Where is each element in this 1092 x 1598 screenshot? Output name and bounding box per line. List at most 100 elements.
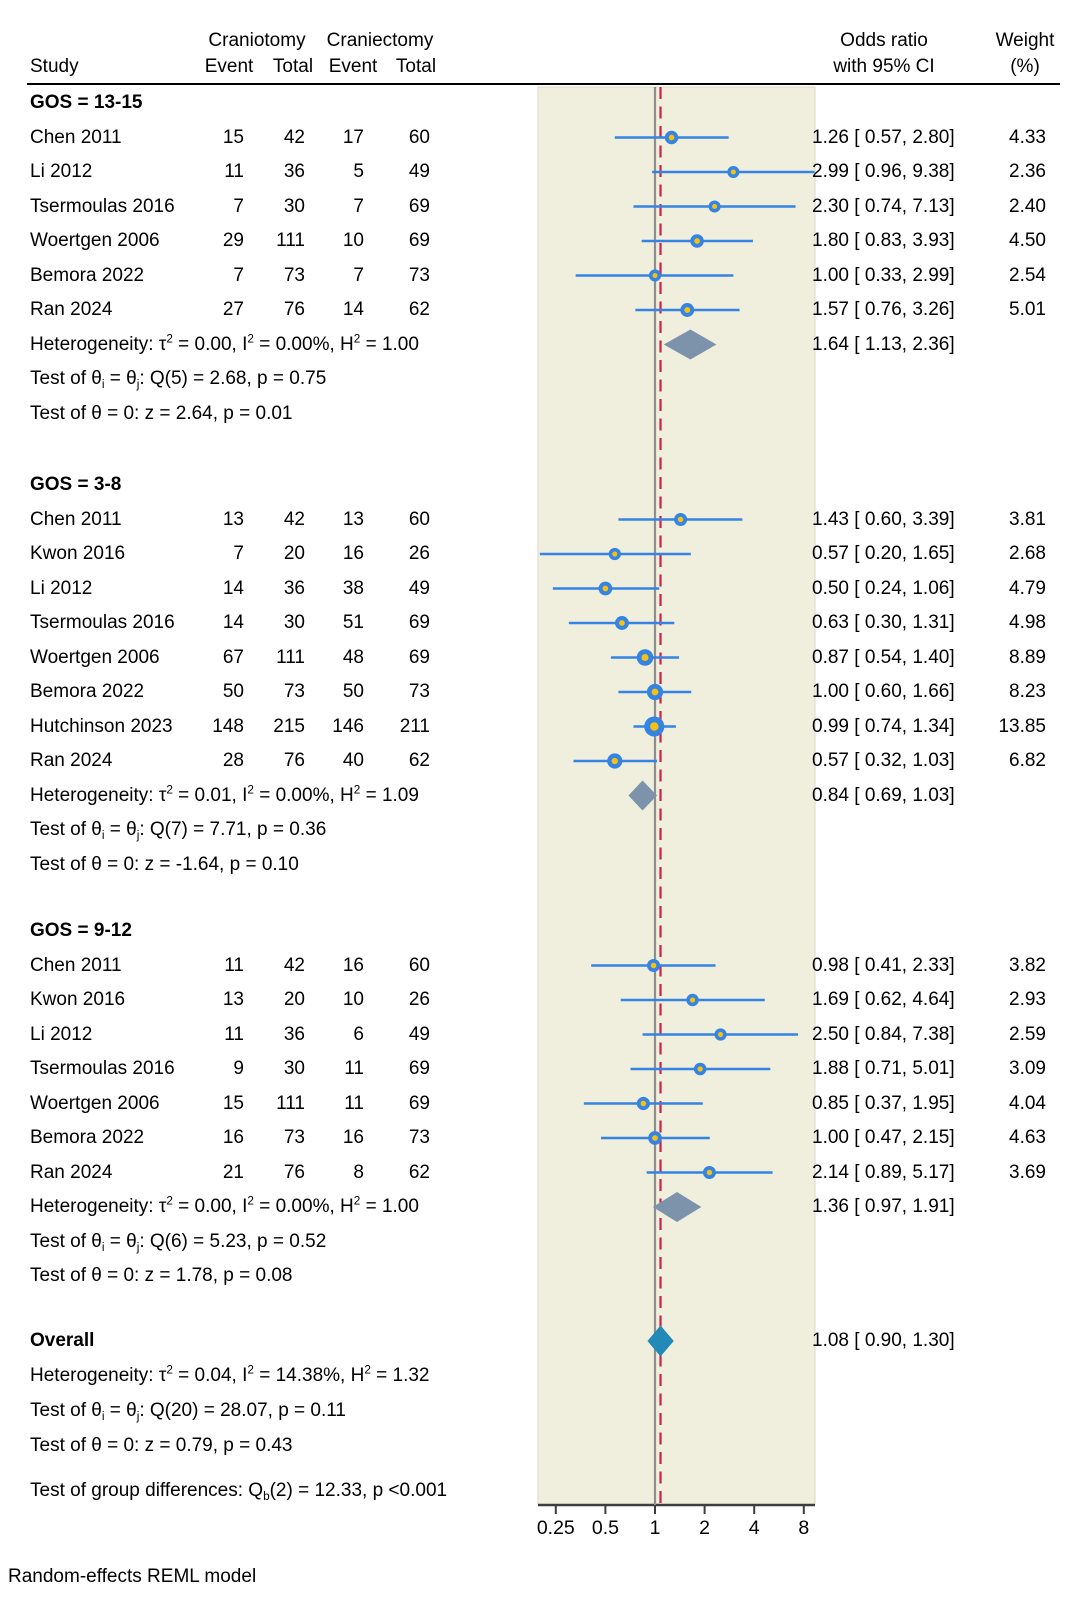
craniectomy-total-count: 49	[408, 577, 430, 599]
or-point-center	[650, 962, 657, 969]
weight-value: 4.63	[1009, 1127, 1046, 1148]
or-point-center	[652, 1135, 658, 1141]
craniectomy-event-count: 7	[353, 264, 364, 286]
or-ci-text: 1.69 [ 0.62, 4.64]	[812, 989, 955, 1010]
craniectomy-total-count: 69	[408, 612, 430, 633]
or-point-center	[612, 551, 618, 557]
craniotomy-total-count: 73	[283, 264, 305, 286]
craniectomy-total-count: 60	[408, 508, 430, 530]
weight-value: 4.33	[1009, 126, 1046, 148]
craniotomy-total-count: 42	[283, 954, 305, 976]
test-equality-text: Test of θi = θj: Q(6) = 5.23, p = 0.52	[30, 1230, 327, 1254]
craniectomy-column-header: Craniectomy	[326, 30, 434, 51]
weight-value: 2.54	[1009, 264, 1046, 286]
x-axis-tick-label: 0.25	[537, 1517, 575, 1539]
craniotomy-total-count: 36	[283, 577, 305, 599]
or-point-center	[712, 203, 718, 210]
or-ci-text: 1.43 [ 0.60, 3.39]	[812, 508, 955, 530]
or-ci-text: 1.08 [ 0.90, 1.30]	[812, 1330, 955, 1351]
craniotomy-event-count: 148	[212, 715, 244, 737]
odds-ratio-header-line1: Odds ratio	[840, 30, 928, 51]
or-ci-text: 0.98 [ 0.41, 2.33]	[812, 954, 955, 976]
study-label: Woertgen 2006	[30, 230, 160, 251]
heterogeneity-text: Heterogeneity: τ2 = 0.01, I2 = 0.00%, H2…	[30, 783, 419, 806]
weight-value: 4.04	[1009, 1092, 1046, 1114]
craniectomy-event-count: 38	[342, 577, 364, 599]
heterogeneity-text: Heterogeneity: τ2 = 0.04, I2 = 14.38%, H…	[30, 1363, 430, 1386]
or-ci-text: 1.00 [ 0.60, 1.66]	[812, 681, 955, 702]
group-label: GOS = 9-12	[30, 920, 132, 941]
weight-value: 5.01	[1009, 299, 1046, 320]
or-ci-text: 1.80 [ 0.83, 3.93]	[812, 230, 955, 251]
or-point-center	[602, 585, 609, 592]
craniotomy-event-count: 13	[222, 989, 244, 1010]
craniectomy-event-count: 11	[344, 1058, 364, 1079]
craniotomy-total-count: 111	[276, 230, 305, 251]
or-point-center	[689, 997, 696, 1003]
craniotomy-event-count: 11	[224, 954, 244, 976]
study-label: Ran 2024	[30, 1161, 113, 1183]
craniectomy-event-count: 14	[342, 299, 364, 320]
craniotomy-event-count: 67	[222, 646, 244, 668]
or-point-center	[652, 272, 658, 279]
craniectomy-event-count: 7	[353, 195, 364, 217]
craniotomy-total-count: 20	[283, 543, 305, 564]
subgroup-diamond	[663, 329, 717, 360]
or-ci-text: 0.87 [ 0.54, 1.40]	[812, 646, 955, 668]
or-point-center	[697, 1066, 703, 1072]
study-label: Chen 2011	[30, 126, 122, 148]
study-label: Woertgen 2006	[30, 646, 160, 668]
craniotomy-total-count: 20	[283, 989, 305, 1010]
craniotomy-total-count: 111	[276, 1092, 305, 1114]
craniotomy-total-count: 73	[283, 681, 305, 702]
craniotomy-total-count: 36	[283, 1023, 305, 1045]
craniotomy-total-count: 73	[283, 1127, 305, 1148]
plot-background	[537, 86, 816, 1506]
or-point-center	[718, 1031, 724, 1038]
weight-value: 4.79	[1009, 577, 1046, 599]
heterogeneity-text: Heterogeneity: τ2 = 0.00, I2 = 0.00%, H2…	[30, 332, 419, 355]
or-ci-text: 1.64 [ 1.13, 2.36]	[812, 333, 955, 355]
study-column-header: Study	[30, 56, 79, 77]
test-equality-text: Test of θi = θj: Q(5) = 2.68, p = 0.75	[30, 368, 327, 392]
test-zero-text: Test of θ = 0: z = -1.64, p = 0.10	[30, 853, 299, 875]
craniotomy-total-count: 30	[283, 612, 305, 633]
x-axis-tick-label: 4	[749, 1517, 760, 1539]
craniectomy-total-count: 69	[408, 1092, 430, 1114]
weight-value: 3.09	[1009, 1058, 1046, 1079]
test-zero-text: Test of θ = 0: z = 0.79, p = 0.43	[30, 1435, 293, 1456]
or-point-center	[611, 757, 618, 765]
or-point-center	[640, 1100, 647, 1107]
craniotomy-event-count: 21	[222, 1161, 244, 1183]
subgroup-diamond	[628, 780, 658, 811]
craniectomy-total-header: Total	[395, 56, 437, 77]
weight-value: 3.69	[1009, 1161, 1046, 1183]
craniotomy-total-count: 111	[276, 646, 305, 668]
craniectomy-total-count: 49	[408, 1023, 430, 1045]
or-point-center	[651, 688, 659, 696]
craniectomy-total-count: 73	[408, 1127, 430, 1148]
craniotomy-total-count: 30	[283, 1058, 305, 1079]
heterogeneity-text: Heterogeneity: τ2 = 0.00, I2 = 0.00%, H2…	[30, 1194, 419, 1217]
or-ci-text: 0.99 [ 0.74, 1.34]	[812, 715, 955, 737]
craniotomy-event-count: 11	[224, 161, 244, 182]
group-difference-text: Test of group differences: Qb(2) = 12.33…	[30, 1480, 448, 1504]
craniectomy-total-count: 69	[408, 1058, 430, 1079]
weight-value: 4.50	[1009, 230, 1046, 251]
craniectomy-event-count: 48	[342, 646, 364, 668]
or-ci-text: 0.84 [ 0.69, 1.03]	[812, 784, 955, 806]
header-rule	[27, 83, 1060, 85]
craniotomy-event-count: 11	[224, 1023, 244, 1045]
weight-value: 8.89	[1009, 646, 1046, 668]
craniotomy-event-count: 16	[222, 1127, 244, 1148]
overall-label: Overall	[30, 1330, 95, 1351]
craniectomy-total-count: 69	[408, 230, 430, 251]
craniectomy-event-count: 16	[342, 1127, 364, 1148]
craniotomy-event-count: 14	[222, 577, 244, 599]
craniotomy-event-count: 7	[233, 543, 244, 564]
craniotomy-column-header: Craniotomy	[208, 30, 306, 51]
or-point-center	[668, 134, 675, 141]
or-ci-text: 2.30 [ 0.74, 7.13]	[812, 195, 955, 217]
craniectomy-total-count: 60	[408, 126, 430, 148]
